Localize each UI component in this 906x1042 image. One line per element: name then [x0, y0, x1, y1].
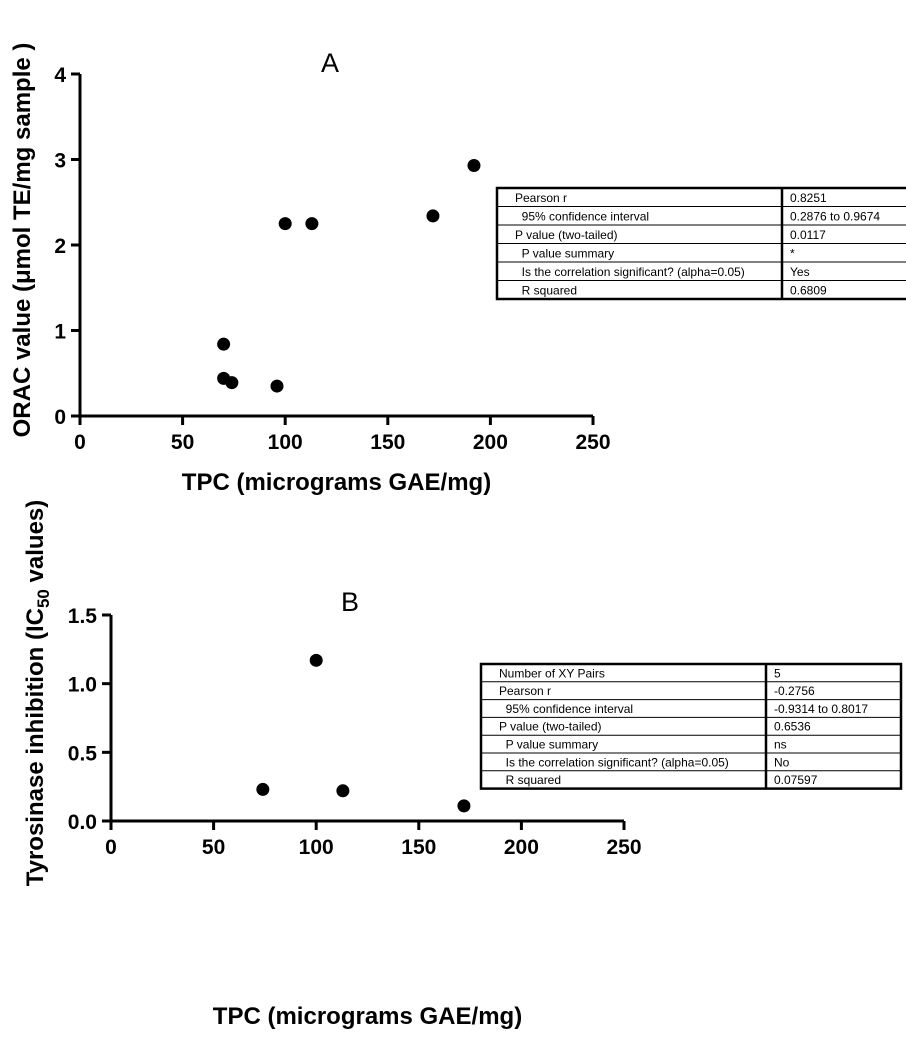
stats-table-label: R squared	[515, 284, 577, 298]
stats-table-label: Pearson r	[499, 684, 551, 698]
x-tick-label: 250	[606, 836, 641, 859]
chart-b: 0 50 100 150 200 250 0.0 0.5 1.0 1.5 B TPC (microgr…	[22, 500, 903, 1030]
x-tick-label: 150	[370, 431, 405, 454]
y-tick-label: 3	[54, 150, 66, 173]
stats-table-value: 0.2876 to 0.9674	[790, 210, 880, 224]
stats-table-label: R squared	[499, 773, 561, 787]
stats-table-value: 0.0117	[790, 228, 826, 242]
chart-title: A	[321, 48, 339, 78]
stats-table-value: ns	[774, 738, 787, 752]
stats-table-value: No	[774, 755, 790, 769]
stats-table-label: Is the correlation significant? (alpha=0…	[499, 755, 729, 769]
data-point	[305, 217, 319, 231]
stats-table-value: Yes	[790, 265, 810, 279]
stats-table-label: P value (two-tailed)	[515, 228, 618, 242]
stats-table-value: -0.9314 to 0.8017	[774, 702, 868, 716]
x-tick-label: 150	[401, 836, 436, 859]
stats-table-label: P value summary	[515, 247, 614, 261]
stats-table-label: P value summary	[499, 738, 598, 752]
stats-table-label: Pearson r	[515, 191, 567, 205]
chart-a: 0 50 100 150 200 250 0 1 2 3 4 A TPC (micrograms GAE…	[9, 43, 906, 496]
y-tick-label: 0.5	[68, 742, 98, 765]
y-axis-title: ORAC value (μmol TE/mg sample )	[9, 43, 36, 438]
y-tick-label: 1.5	[68, 605, 98, 628]
x-tick-label: 100	[299, 836, 334, 859]
data-point	[457, 799, 471, 813]
x-tick-label: 200	[473, 431, 508, 454]
stats-table-value: 5	[774, 666, 781, 680]
y-tick-label: 0	[54, 406, 66, 429]
data-point	[467, 158, 481, 172]
y-tick-label: 1	[54, 321, 66, 344]
data-point	[426, 209, 440, 223]
stats-table-border	[479, 662, 903, 790]
x-tick-label: 200	[504, 836, 539, 859]
stats-table: Number of XY Pairs 5 Pearson r -0.2756 95% …	[479, 662, 903, 790]
stats-table: Pearson r 0.8251 95% confidence interval 0…	[495, 186, 906, 301]
stats-table-value: 0.6536	[774, 720, 811, 734]
x-tick-label: 0	[105, 836, 117, 859]
x-axis-title: TPC (micrograms GAE/mg)	[182, 469, 491, 496]
stats-table-value: 0.07597	[774, 773, 818, 787]
stats-table-value: 0.6809	[790, 284, 827, 298]
stats-table-label: P value (two-tailed)	[499, 720, 602, 734]
y-tick-label: 2	[54, 235, 66, 258]
x-tick-label: 50	[202, 836, 225, 859]
stats-table-label: Number of XY Pairs	[499, 666, 605, 680]
data-point	[256, 782, 270, 796]
y-tick-label: 0.0	[68, 811, 97, 834]
stats-table-value: -0.2756	[774, 684, 815, 698]
data-point	[309, 653, 323, 667]
data-point	[225, 376, 239, 390]
stats-table-value: *	[790, 247, 795, 261]
chart-title: B	[341, 587, 359, 617]
data-point	[270, 379, 284, 393]
stats-table-label: Is the correlation significant? (alpha=0…	[515, 265, 745, 279]
x-tick-label: 250	[575, 431, 610, 454]
stats-table-value: 0.8251	[790, 191, 827, 205]
stats-table-label: 95% confidence interval	[515, 210, 649, 224]
y-tick-label: 4	[54, 64, 66, 87]
x-tick-label: 50	[171, 431, 194, 454]
y-tick-label: 1.0	[68, 674, 97, 697]
y-axis-title: Tyrosinase inhibition (IC50 values)	[22, 500, 53, 887]
data-point	[278, 217, 292, 231]
data-point	[336, 784, 350, 798]
data-point	[217, 337, 231, 351]
stats-table-label: 95% confidence interval	[499, 702, 633, 716]
x-tick-label: 0	[74, 431, 86, 454]
x-tick-label: 100	[268, 431, 303, 454]
x-axis-title: TPC (micrograms GAE/mg)	[213, 1003, 522, 1030]
